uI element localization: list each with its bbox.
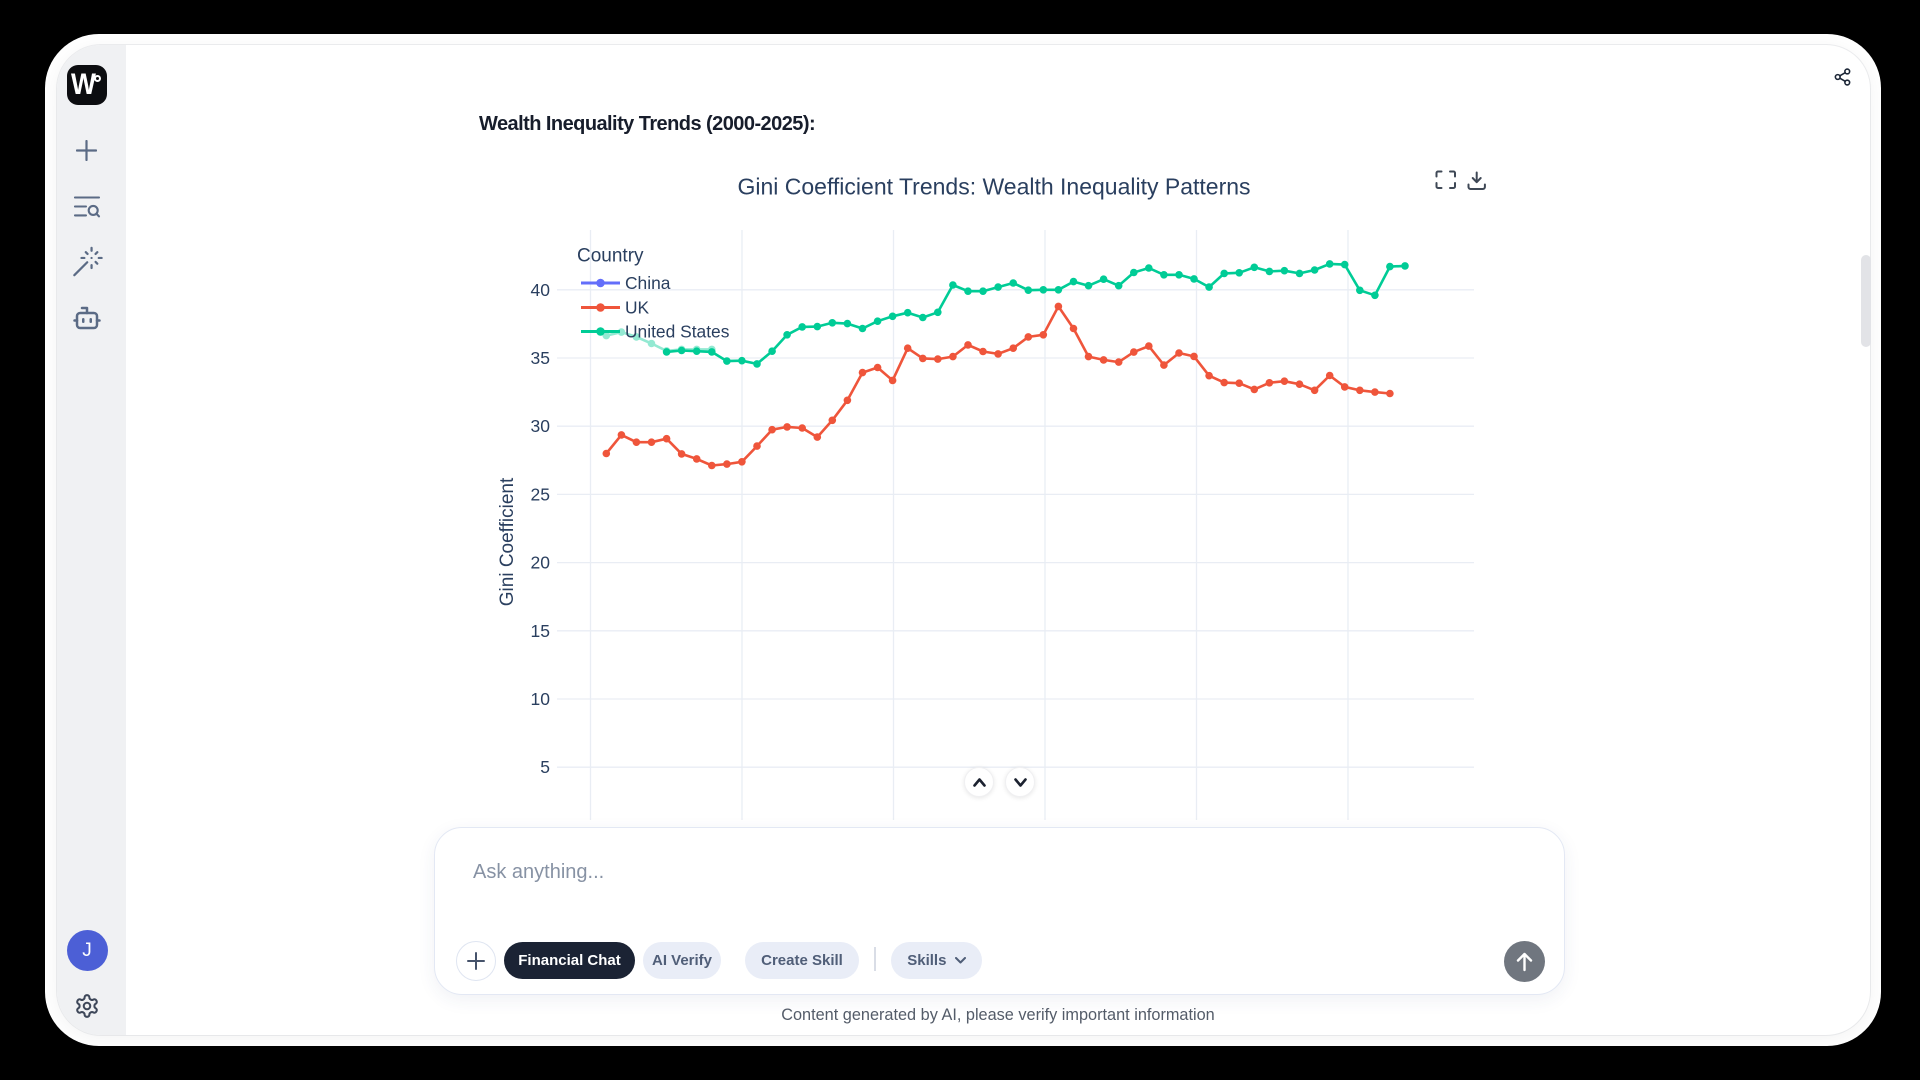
svg-text:UK: UK xyxy=(625,298,650,318)
svg-text:10: 10 xyxy=(531,689,551,709)
svg-text:35: 35 xyxy=(531,348,550,368)
svg-text:20: 20 xyxy=(531,553,551,573)
svg-text:Country: Country xyxy=(577,246,644,267)
svg-text:25: 25 xyxy=(531,484,550,504)
svg-text:40: 40 xyxy=(531,280,551,300)
svg-text:15: 15 xyxy=(531,621,550,641)
svg-text:5: 5 xyxy=(540,757,550,777)
svg-text:Gini Coefficient Trends: Wealt: Gini Coefficient Trends: Wealth Inequali… xyxy=(737,174,1250,200)
svg-text:United States: United States xyxy=(625,322,730,342)
svg-text:30: 30 xyxy=(531,416,551,436)
svg-text:Gini Coefficient: Gini Coefficient xyxy=(497,477,518,606)
svg-text:China: China xyxy=(625,273,671,293)
